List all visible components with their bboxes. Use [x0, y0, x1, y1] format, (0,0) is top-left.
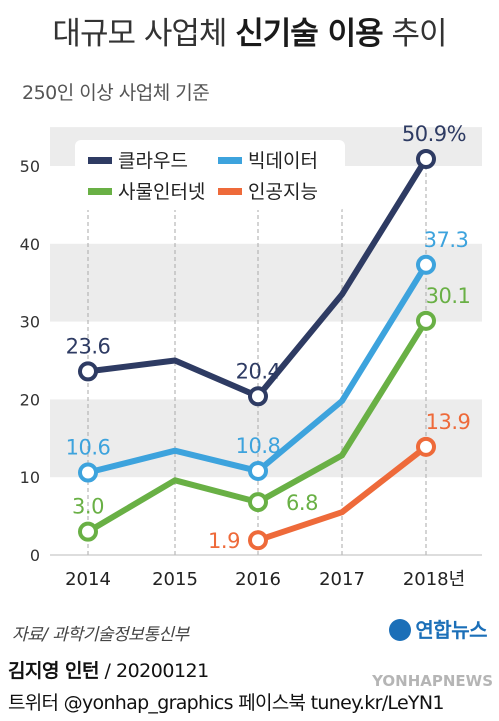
data-point	[248, 386, 268, 407]
legend-label: 사물인터넷	[118, 181, 205, 203]
brand-logo-icon	[389, 619, 412, 641]
data-point	[78, 361, 98, 382]
legend-label: 클라우드	[118, 150, 188, 172]
title-part-3: 추이	[382, 16, 448, 52]
y-tick-label: 30	[20, 313, 40, 332]
data-point	[248, 530, 268, 551]
x-tick-label: 2017	[319, 569, 365, 590]
data-label: 1.9	[208, 529, 240, 553]
data-point	[416, 254, 436, 275]
social-line: 트위터 @yonhap_graphics 페이스북 tuney.kr/LeYN1	[8, 692, 444, 714]
credit-name: 김지영 인턴	[8, 660, 100, 682]
legend-swatch	[88, 188, 112, 195]
data-label: 30.1	[426, 284, 471, 308]
data-point	[416, 310, 436, 331]
data-point	[248, 460, 268, 481]
chart-subtitle: 250인 이상 사업체 기준	[22, 82, 210, 104]
legend-swatch	[88, 157, 112, 164]
legend-label: 인공지능	[248, 181, 318, 203]
grid-band	[50, 243, 482, 322]
data-label: 50.9%	[402, 122, 466, 146]
x-tick-label: 2015	[152, 569, 198, 590]
chart-title: 대규모 사업체 신기술 이용 추이	[0, 8, 499, 53]
x-tick-label: 2016	[235, 569, 281, 590]
data-point	[416, 436, 436, 457]
credit-line: 김지영 인턴 / 20200121	[8, 656, 209, 683]
data-point	[78, 521, 98, 542]
y-tick-label: 40	[20, 235, 40, 254]
x-tick-label: 2018년	[403, 569, 465, 590]
data-point	[416, 148, 436, 169]
x-tick-label: 2014	[65, 569, 111, 590]
brand-name: 연합뉴스	[415, 618, 487, 642]
brand-logo: 연합뉴스	[389, 614, 487, 643]
data-label: 10.8	[236, 434, 281, 458]
line-chart: 0 10 20 30 40 50 2014 2015 2016 2017 2018년 23.6 20.4…	[20, 122, 482, 590]
data-point	[78, 462, 98, 483]
series-line	[255, 443, 429, 544]
y-tick-label: 0	[30, 546, 40, 565]
data-label: 13.9	[426, 410, 471, 434]
data-label: 10.6	[66, 436, 111, 460]
legend-box	[75, 140, 345, 210]
y-tick-label: 20	[20, 390, 40, 409]
data-point	[248, 492, 268, 513]
watermark: YONHAPNEWS	[372, 672, 493, 690]
legend-swatch	[218, 157, 242, 164]
y-tick-label: 50	[20, 157, 40, 176]
data-label: 37.3	[424, 228, 469, 252]
credit-date: / 20200121	[99, 660, 210, 682]
title-part-bold: 신기술 이용	[235, 16, 383, 52]
footer	[0, 648, 499, 721]
data-label: 20.4	[236, 359, 281, 383]
source-note: 자료/ 과학기술정보통신부	[12, 625, 189, 645]
data-label: 6.8	[286, 491, 318, 515]
legend-label: 빅데이터	[248, 150, 318, 172]
data-label: 23.6	[66, 334, 111, 358]
title-part-1: 대규모 사업체	[52, 16, 236, 52]
legend-swatch	[218, 188, 242, 195]
data-label: 3.0	[72, 495, 104, 519]
y-tick-label: 10	[20, 468, 40, 487]
